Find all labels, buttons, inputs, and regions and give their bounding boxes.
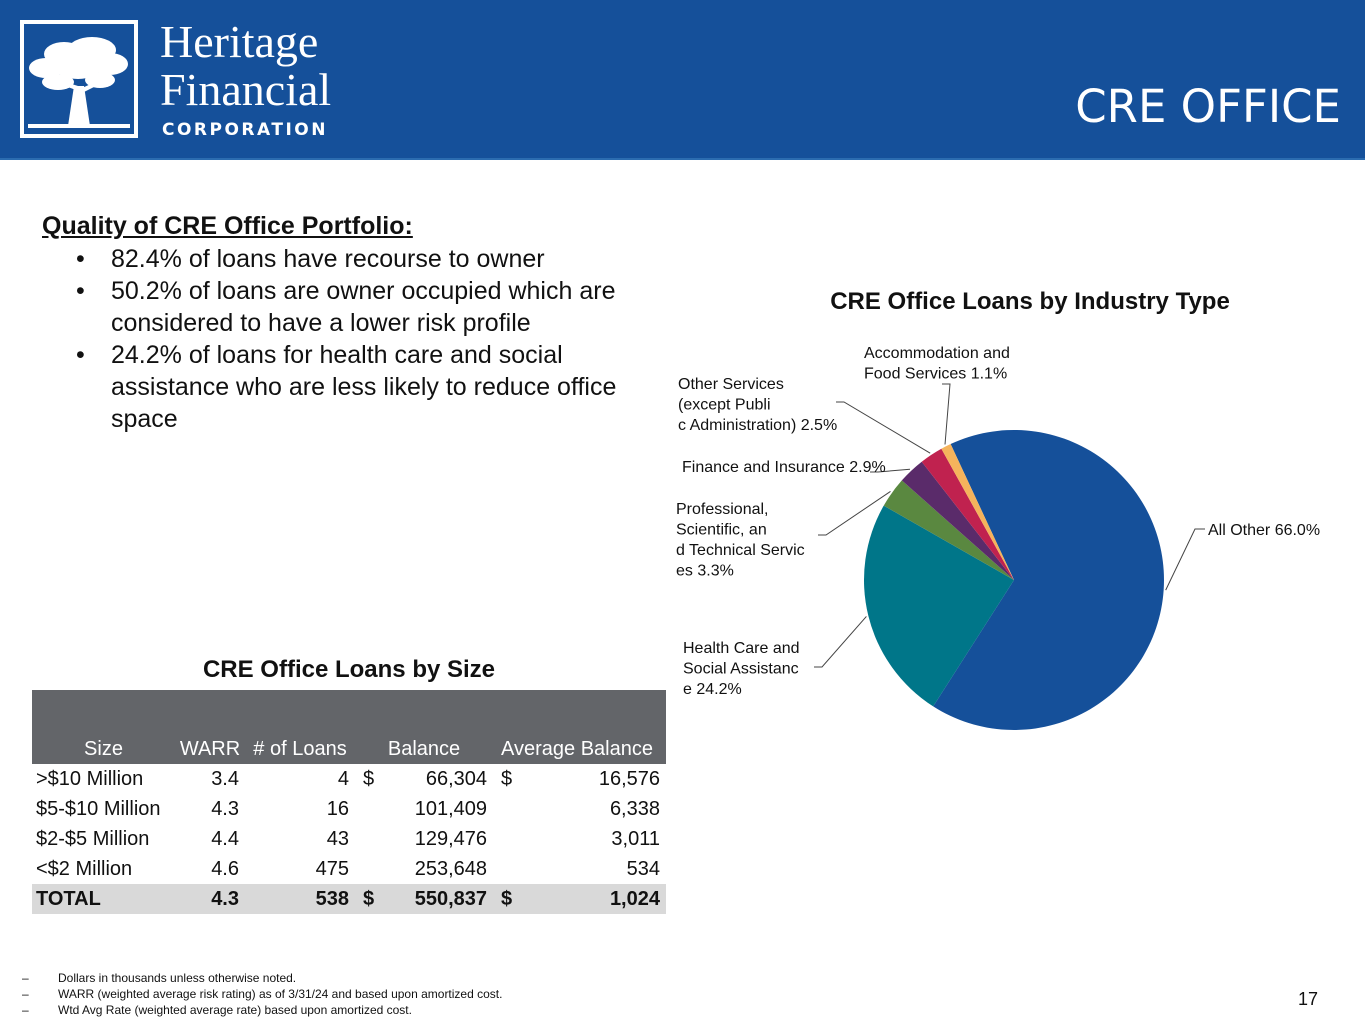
footnote: WARR (weighted average risk rating) as o…: [22, 986, 502, 1002]
column-header-balance: Balance: [355, 690, 493, 764]
cell-balance-currency: [355, 794, 377, 824]
table-total-row: TOTAL 4.3 538 $550,837 $1,024: [32, 884, 666, 914]
cell-warr: 3.4: [211, 767, 239, 790]
header-banner: [0, 0, 1365, 160]
pie-leader-line: [836, 401, 931, 454]
pie-slice-label: Health Care and Social Assistanc e 24.2%: [683, 640, 800, 698]
company-logo: [20, 20, 138, 138]
cell-balance: 101,409: [414, 797, 487, 820]
cell-average-balance: 1,024: [515, 884, 666, 914]
table-row: $2-$5 Million 4.4 43 129,476 3,011: [32, 824, 666, 854]
pie-leader-line: [818, 490, 891, 536]
brand-corporation: CORPORATION: [162, 120, 328, 140]
quality-bullet: 82.4% of loans have recourse to owner: [76, 243, 636, 275]
cell-loans: 4: [337, 767, 349, 790]
pie-leader-line: [870, 468, 911, 473]
tree-icon: [28, 37, 130, 128]
column-header-loans: # of Loans: [245, 690, 355, 764]
cell-average-balance: 3,011: [611, 827, 660, 850]
cell-average-currency: [493, 794, 515, 824]
pie-leader-line: [942, 383, 951, 445]
quality-bullet: 50.2% of loans are owner occupied which …: [76, 275, 636, 339]
cell-average-currency: $: [493, 884, 515, 914]
cell-balance-currency: [355, 854, 377, 884]
cell-size: $5-$10 Million: [36, 797, 161, 820]
cell-average-balance: 6,338: [609, 797, 660, 820]
cell-average-currency: [493, 854, 515, 884]
cell-balance: 253,648: [414, 857, 487, 880]
loans-by-size-table: Size WARR # of Loans Balance Average Bal…: [32, 690, 666, 914]
pie-slice-label: Accommodation and Food Services 1.1%: [864, 345, 1010, 383]
cell-warr: 4.3: [175, 884, 245, 914]
column-header-size: Size: [32, 690, 175, 764]
quality-heading: Quality of CRE Office Portfolio:: [42, 212, 413, 240]
cell-balance: 550,837: [377, 884, 493, 914]
header-divider: [0, 158, 1365, 160]
cell-size: >$10 Million: [36, 767, 144, 790]
quality-bullet: 24.2% of loans for health care and socia…: [76, 339, 636, 435]
footnote: Dollars in thousands unless otherwise no…: [22, 970, 502, 986]
cell-size: $2-$5 Million: [36, 827, 150, 850]
cell-loans: 475: [315, 857, 349, 880]
slide-title: CRE OFFICE: [1075, 80, 1341, 133]
pie-slice: [901, 461, 1014, 580]
cell-average-currency: $: [501, 767, 513, 790]
pie-slice: [933, 430, 1164, 731]
cell-loans: 538: [245, 884, 355, 914]
pie-slice: [941, 444, 1014, 580]
pie-leader-line: [814, 616, 867, 668]
pie-slice: [921, 448, 1014, 580]
table-header-row: Size WARR # of Loans Balance Average Bal…: [32, 690, 666, 764]
cell-average-balance: 534: [626, 857, 660, 880]
cell-balance-currency: [355, 824, 377, 854]
cell-loans: 16: [326, 797, 349, 820]
footnote: Wtd Avg Rate (weighted average rate) bas…: [22, 1002, 502, 1018]
brand-name: Heritage Financial: [160, 18, 331, 114]
brand-name-line2: Financial: [160, 64, 332, 115]
footnotes: Dollars in thousands unless otherwise no…: [22, 970, 502, 1018]
pie-slice-label: All Other 66.0%: [1208, 522, 1320, 539]
pie-leader-line: [1165, 528, 1205, 591]
column-header-average-balance: Average Balance: [493, 690, 666, 764]
pie-slice: [863, 505, 1014, 707]
table-row: >$10 Million 3.4 4 $66,304 $16,576: [32, 764, 666, 794]
cell-size: TOTAL: [32, 884, 175, 914]
cell-balance-currency: $: [363, 767, 375, 790]
pie-slice-label: Professional, Scientific, an d Technical S…: [676, 501, 805, 580]
cell-warr: 4.3: [211, 797, 239, 820]
cell-loans: 43: [326, 827, 349, 850]
cell-average-balance: 16,576: [598, 767, 660, 790]
cell-balance: 66,304: [425, 767, 487, 790]
table-row: <$2 Million 4.6 475 253,648 534: [32, 854, 666, 884]
table-title: CRE Office Loans by Size: [202, 656, 496, 683]
chart-title: CRE Office Loans by Industry Type: [830, 288, 1230, 315]
pie-slice-label: Other Services (except Publi c Administrat…: [678, 376, 837, 434]
cell-balance-currency: $: [355, 884, 377, 914]
cell-balance: 129,476: [414, 827, 487, 850]
page-number: 17: [1298, 989, 1319, 1009]
cell-warr: 4.6: [211, 857, 239, 880]
cell-warr: 4.4: [211, 827, 239, 850]
pie-slice: [883, 480, 1014, 580]
cell-average-currency: [493, 824, 515, 854]
table-row: $5-$10 Million 4.3 16 101,409 6,338: [32, 794, 666, 824]
quality-bullet-list: 82.4% of loans have recourse to owner 50…: [76, 243, 636, 435]
pie-slice-label: Finance and Insurance 2.9%: [682, 459, 886, 476]
cell-size: <$2 Million: [36, 857, 133, 880]
brand-name-line1: Heritage: [160, 16, 319, 67]
column-header-warr: WARR: [175, 690, 245, 764]
